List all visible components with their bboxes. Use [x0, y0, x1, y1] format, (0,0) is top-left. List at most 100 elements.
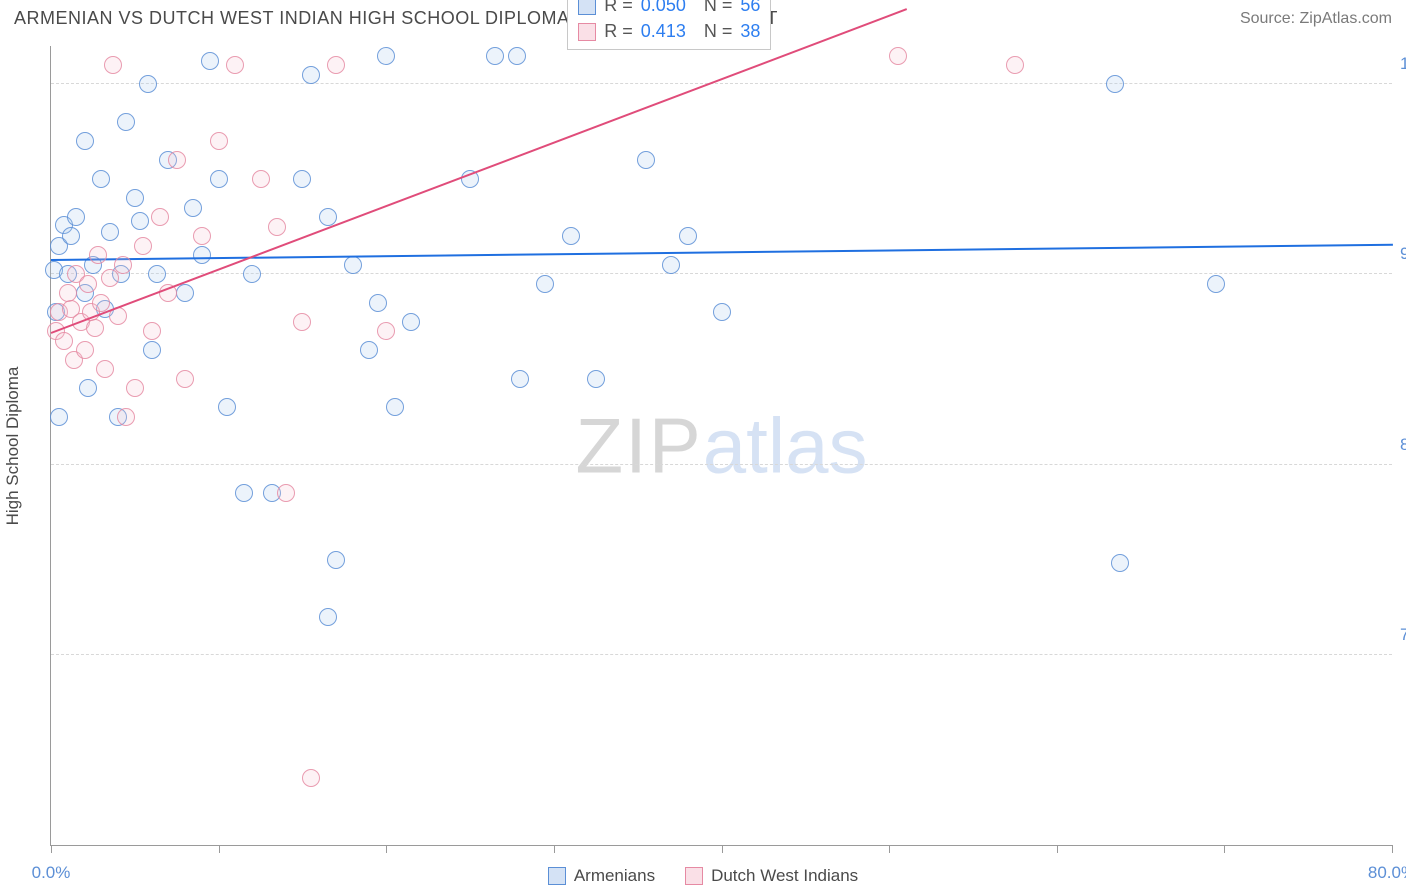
stats-row: R = 0.050 N = 56	[578, 0, 760, 19]
scatter-point	[143, 341, 161, 359]
scatter-point	[92, 294, 110, 312]
scatter-point	[76, 341, 94, 359]
stat-r-value: 0.050	[641, 0, 686, 16]
y-tick-label: 100.0%	[1400, 54, 1406, 74]
y-axis-label: High School Diploma	[3, 366, 23, 525]
x-tick	[51, 845, 52, 853]
stat-n-label: N =	[704, 0, 733, 16]
y-tick-label: 90.0%	[1400, 244, 1406, 264]
watermark-atlas: atlas	[703, 401, 868, 489]
scatter-point	[193, 246, 211, 264]
x-tick	[889, 845, 890, 853]
scatter-point	[226, 56, 244, 74]
scatter-point	[89, 246, 107, 264]
scatter-point	[176, 284, 194, 302]
scatter-point	[62, 227, 80, 245]
legend-label: Armenians	[574, 866, 655, 886]
scatter-point	[637, 151, 655, 169]
scatter-point	[889, 47, 907, 65]
scatter-point	[79, 275, 97, 293]
scatter-point	[114, 256, 132, 274]
scatter-point	[243, 265, 261, 283]
scatter-point	[252, 170, 270, 188]
scatter-point	[662, 256, 680, 274]
watermark-zip: ZIP	[575, 401, 702, 489]
gridline	[51, 464, 1392, 465]
scatter-point	[1207, 275, 1225, 293]
scatter-point	[86, 319, 104, 337]
scatter-point	[319, 608, 337, 626]
scatter-point	[134, 237, 152, 255]
scatter-point	[168, 151, 186, 169]
scatter-plot: High School Diploma ZIPatlas 70.0%80.0%9…	[50, 46, 1392, 846]
scatter-point	[117, 408, 135, 426]
stats-row: R = 0.413N = 38	[578, 19, 760, 45]
scatter-point	[344, 256, 362, 274]
scatter-point	[218, 398, 236, 416]
legend-swatch	[578, 23, 596, 41]
scatter-point	[201, 52, 219, 70]
scatter-point	[486, 47, 504, 65]
scatter-point	[536, 275, 554, 293]
scatter-point	[96, 360, 114, 378]
scatter-point	[562, 227, 580, 245]
trend-line	[51, 8, 907, 334]
x-tick	[722, 845, 723, 853]
x-tick	[1057, 845, 1058, 853]
scatter-point	[101, 223, 119, 241]
scatter-point	[1111, 554, 1129, 572]
scatter-point	[302, 66, 320, 84]
legend-label: Dutch West Indians	[711, 866, 858, 886]
scatter-point	[126, 379, 144, 397]
scatter-point	[360, 341, 378, 359]
stat-r-label: R =	[604, 21, 633, 42]
scatter-point	[126, 189, 144, 207]
scatter-point	[131, 212, 149, 230]
stat-n-label: N =	[704, 21, 733, 42]
legend-item: Dutch West Indians	[685, 866, 858, 886]
scatter-point	[117, 113, 135, 131]
scatter-point	[139, 75, 157, 93]
scatter-point	[277, 484, 295, 502]
scatter-point	[235, 484, 253, 502]
stat-r-value: 0.413	[641, 21, 686, 42]
scatter-point	[713, 303, 731, 321]
scatter-point	[184, 199, 202, 217]
scatter-point	[377, 322, 395, 340]
scatter-point	[67, 208, 85, 226]
gridline	[51, 654, 1392, 655]
scatter-point	[508, 47, 526, 65]
scatter-point	[55, 332, 73, 350]
trend-line	[51, 244, 1393, 261]
stat-n-value: 56	[740, 0, 760, 16]
scatter-point	[101, 269, 119, 287]
x-tick	[1392, 845, 1393, 853]
scatter-point	[79, 379, 97, 397]
scatter-point	[386, 398, 404, 416]
legend-item: Armenians	[548, 866, 655, 886]
stat-r-label: R =	[604, 0, 633, 16]
scatter-point	[293, 313, 311, 331]
scatter-point	[1106, 75, 1124, 93]
scatter-point	[402, 313, 420, 331]
scatter-point	[369, 294, 387, 312]
gridline	[51, 83, 1392, 84]
legend-swatch	[685, 867, 703, 885]
x-tick	[386, 845, 387, 853]
source-label: Source: ZipAtlas.com	[1240, 10, 1392, 28]
legend-swatch	[548, 867, 566, 885]
scatter-point	[193, 227, 211, 245]
scatter-point	[293, 170, 311, 188]
scatter-point	[511, 370, 529, 388]
scatter-point	[1006, 56, 1024, 74]
scatter-point	[104, 56, 122, 74]
scatter-point	[76, 132, 94, 150]
x-tick	[554, 845, 555, 853]
scatter-point	[50, 408, 68, 426]
scatter-point	[210, 132, 228, 150]
scatter-point	[176, 370, 194, 388]
stats-box: R = 0.050N = 56R = 0.413N = 38	[567, 0, 771, 50]
scatter-point	[148, 265, 166, 283]
y-tick-label: 80.0%	[1400, 435, 1406, 455]
scatter-point	[92, 170, 110, 188]
